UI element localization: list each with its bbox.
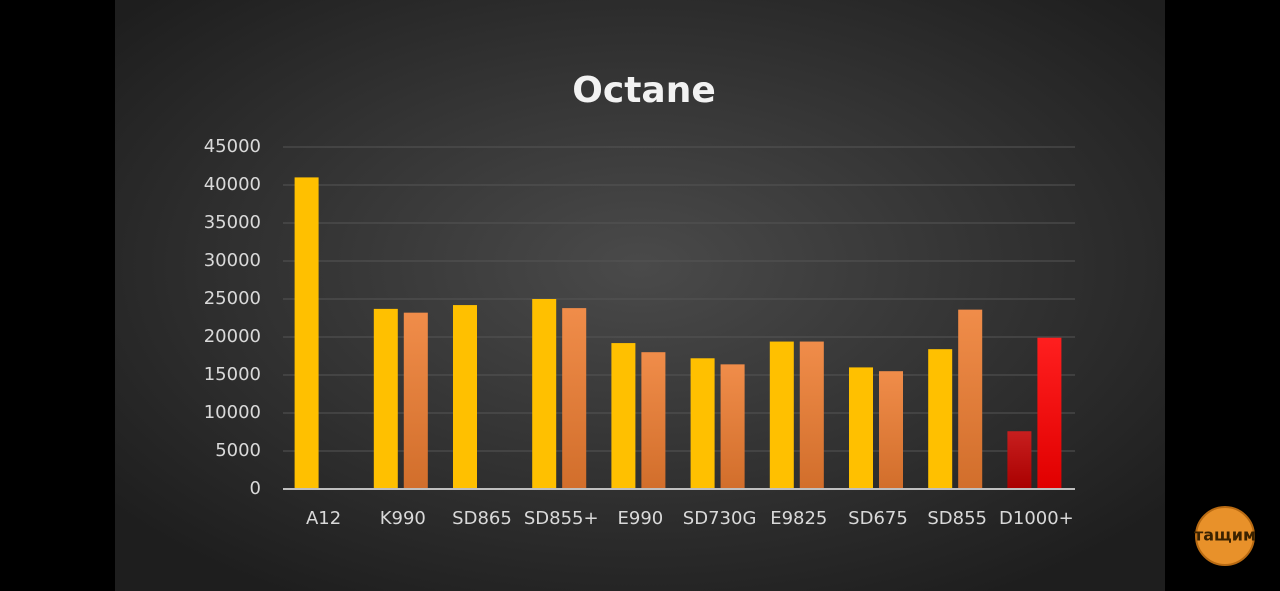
- y-tick-label: 5000: [215, 440, 261, 461]
- plot: 0 5000 10000 15000 20000 25000 30000 35000 40000…: [204, 136, 1075, 529]
- bar: [294, 177, 319, 489]
- logo: [1195, 506, 1255, 566]
- bar: [928, 349, 953, 489]
- y-tick-label: 35000: [204, 212, 261, 233]
- x-tick-label: SD730G: [683, 508, 757, 529]
- slide: [115, 0, 1165, 591]
- bar-shade: [958, 309, 983, 489]
- x-tick-label: E990: [618, 508, 664, 529]
- bar: [690, 358, 715, 489]
- bar: [453, 305, 477, 489]
- bar-shade: [562, 308, 587, 489]
- y-tick-label: 45000: [204, 136, 261, 157]
- bar-shade: [720, 364, 745, 489]
- y-tick-label: 25000: [204, 288, 261, 309]
- x-tick-label: SD675: [848, 508, 908, 529]
- x-tick-label: D1000+: [999, 508, 1074, 529]
- x-tick-label: K990: [380, 508, 426, 529]
- x-tick-label: E9825: [770, 508, 827, 529]
- y-tick-label: 40000: [204, 174, 261, 195]
- y-tick-label: 15000: [204, 364, 261, 385]
- bar-shade: [641, 352, 666, 489]
- bar-shade: [1037, 337, 1062, 489]
- x-tick-label: SD855: [927, 508, 987, 529]
- x-tick-label: A12: [306, 508, 341, 529]
- bar-shade: [1007, 431, 1032, 489]
- x-tick-label: SD865: [452, 508, 512, 529]
- y-tick-label: 30000: [204, 250, 261, 271]
- bar: [373, 308, 398, 489]
- bar-shade: [799, 341, 824, 489]
- y-tick-label: 10000: [204, 402, 261, 423]
- logo-text: тащим: [1194, 526, 1256, 545]
- y-tick-label: 20000: [204, 326, 261, 347]
- x-tick-label: SD855+: [524, 508, 599, 529]
- bar: [532, 299, 557, 489]
- bar-shade: [879, 371, 903, 489]
- y-tick-label: 0: [250, 478, 261, 499]
- bar: [769, 341, 794, 489]
- bar: [849, 367, 873, 489]
- chart-title: Octane: [572, 70, 716, 111]
- bar-shade: [403, 312, 428, 489]
- bar: [611, 343, 636, 489]
